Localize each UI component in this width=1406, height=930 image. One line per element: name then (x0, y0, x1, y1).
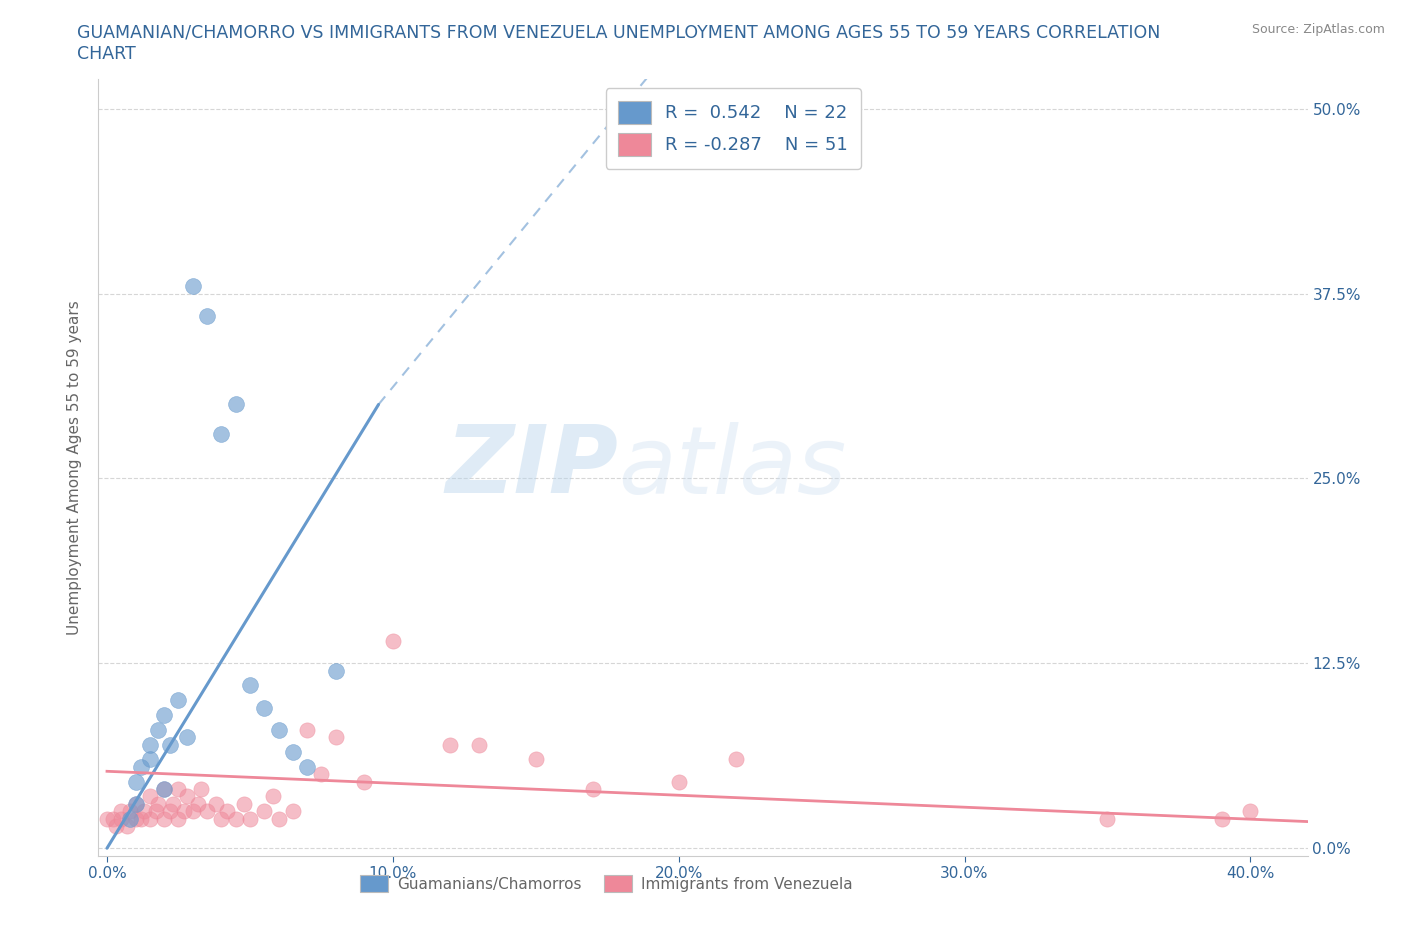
Point (253, 804, 276, 818)
Point (267, 723, 290, 737)
Point (195, 308, 218, 323)
Point (281, 745, 304, 760)
Point (159, 737, 181, 752)
Point (239, 811, 262, 826)
Point (724, 752, 747, 767)
Point (209, 427, 232, 442)
Point (148, 723, 170, 737)
Point (190, 781, 212, 796)
Point (253, 700, 276, 715)
Point (139, 737, 162, 752)
Point (129, 760, 152, 775)
Point (311, 767, 333, 782)
Point (262, 789, 284, 804)
Point (124, 811, 146, 826)
Point (187, 796, 209, 811)
Point (96, 811, 118, 826)
Point (1097, 811, 1119, 826)
Point (295, 760, 318, 775)
Point (582, 781, 605, 796)
Text: GUAMANIAN/CHAMORRO VS IMMIGRANTS FROM VENEZUELA UNEMPLOYMENT AMONG AGES 55 TO 59: GUAMANIAN/CHAMORRO VS IMMIGRANTS FROM VE… (77, 23, 1161, 41)
Point (153, 781, 176, 796)
Point (381, 633, 404, 648)
Point (195, 804, 218, 818)
Point (181, 804, 204, 818)
Point (439, 737, 461, 752)
Point (167, 781, 190, 796)
Point (295, 723, 318, 737)
Point (124, 796, 146, 811)
Point (225, 811, 247, 826)
Point (148, 796, 170, 811)
Point (325, 730, 347, 745)
Point (1211, 811, 1233, 826)
Point (129, 811, 152, 826)
Point (153, 708, 176, 723)
Point (134, 804, 156, 818)
Text: ZIP: ZIP (446, 421, 619, 513)
Text: atlas: atlas (619, 422, 846, 512)
Point (353, 774, 375, 789)
Point (267, 811, 290, 826)
Point (209, 811, 232, 826)
Point (139, 789, 162, 804)
Point (204, 796, 226, 811)
Point (176, 730, 198, 745)
Point (124, 774, 146, 789)
Point (110, 811, 132, 826)
Point (153, 811, 176, 826)
Point (281, 804, 304, 818)
Point (118, 804, 141, 818)
Point (467, 737, 489, 752)
Point (139, 811, 162, 826)
Point (124, 796, 146, 811)
Point (524, 752, 547, 767)
Text: CHART: CHART (77, 45, 136, 62)
Point (153, 781, 176, 796)
Point (215, 804, 238, 818)
Y-axis label: Unemployment Among Ages 55 to 59 years: Unemployment Among Ages 55 to 59 years (67, 300, 83, 634)
Point (176, 789, 198, 804)
Point (325, 663, 347, 678)
Point (173, 804, 195, 818)
Point (233, 796, 256, 811)
Point (225, 397, 247, 412)
Point (115, 818, 138, 833)
Point (167, 811, 190, 826)
Point (668, 774, 690, 789)
Legend: Guamanians/Chamorros, Immigrants from Venezuela: Guamanians/Chamorros, Immigrants from Ve… (354, 869, 859, 898)
Point (239, 678, 262, 693)
Point (104, 818, 127, 833)
Point (139, 752, 162, 767)
Point (162, 796, 184, 811)
Point (159, 804, 181, 818)
Point (167, 693, 190, 708)
Text: Source: ZipAtlas.com: Source: ZipAtlas.com (1251, 23, 1385, 36)
Point (110, 804, 132, 818)
Point (181, 279, 204, 294)
Point (101, 811, 124, 826)
Point (118, 811, 141, 826)
Point (1239, 804, 1261, 818)
Point (145, 804, 167, 818)
